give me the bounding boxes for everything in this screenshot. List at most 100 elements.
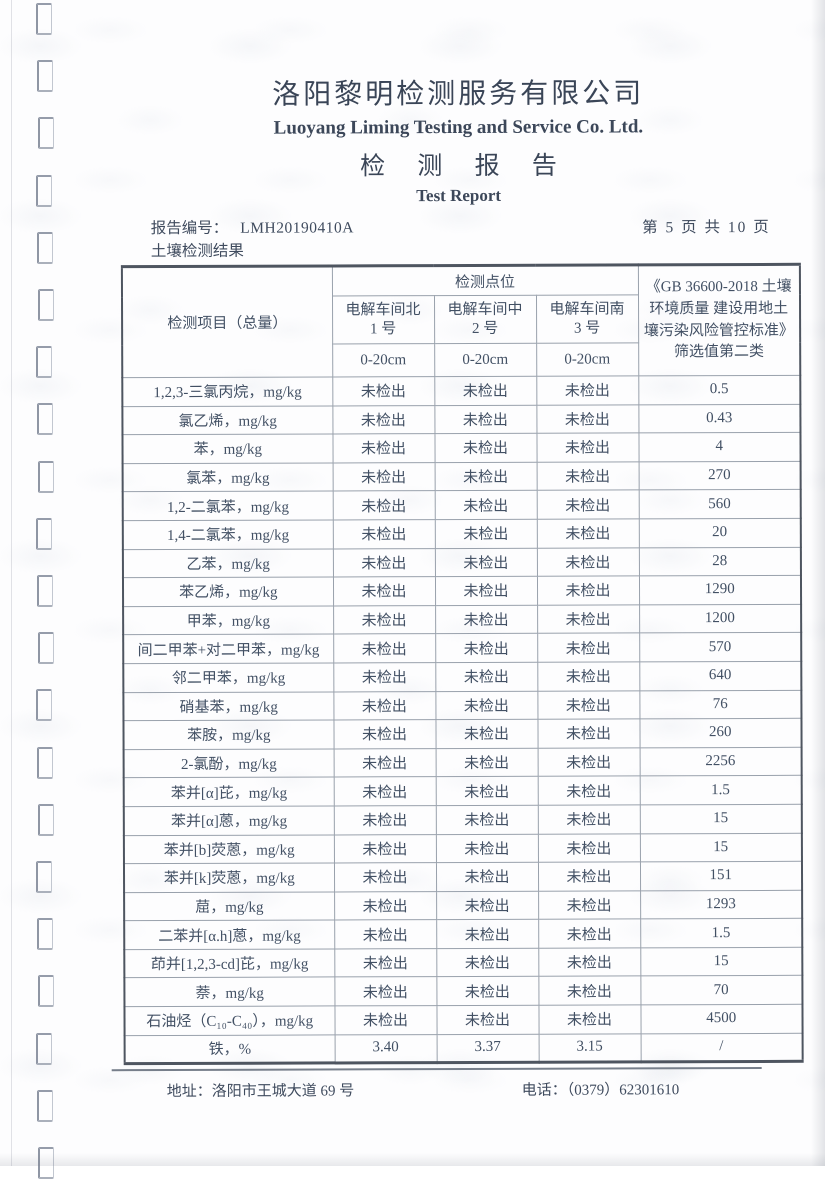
binding-hole (37, 575, 53, 607)
table-row: 苯并[b]荧蒽，mg/kg 未检出 未检出 未检出 15 (123, 832, 802, 864)
item-column-header: 检测项目（总量） (121, 265, 333, 378)
limit-cell: 570 (639, 632, 802, 662)
footer: 地址：洛阳市王城大道 69 号 电话：（0379）62301610 (112, 1069, 812, 1104)
limit-cell: 4 (638, 432, 801, 462)
point-no: 3 号 (573, 320, 601, 337)
result-cell: 未检出 (332, 548, 435, 578)
analyte-name: 苯乙烯，mg/kg (122, 577, 334, 607)
limit-cell: 151 (639, 861, 803, 891)
analyte-name: 氯乙烯，mg/kg (122, 405, 333, 435)
result-cell: 3.40 (334, 1034, 437, 1064)
table-row: 苯，mg/kg 未检出 未检出 未检出 4 (122, 432, 801, 464)
table-row: 苯胺，mg/kg 未检出 未检出 未检出 260 (123, 718, 802, 750)
limit-cell: 4500 (640, 1004, 803, 1034)
page-number: 第 5 页 共 10 页 (642, 218, 771, 237)
limit-cell: 2256 (639, 747, 802, 777)
result-cell: 未检出 (334, 891, 437, 921)
table-row: 苯并[k]荧蒽，mg/kg 未检出 未检出 未检出 151 (123, 861, 803, 893)
limit-cell: 1290 (638, 575, 802, 605)
result-cell: 未检出 (435, 747, 538, 777)
page-edge-right (811, 0, 825, 1166)
limit-cell: 20 (638, 518, 801, 548)
result-cell: 未检出 (536, 433, 639, 463)
result-cell: 未检出 (435, 805, 538, 835)
result-cell: 未检出 (333, 605, 436, 635)
binding-hole (37, 403, 53, 436)
table-row: 氯苯，mg/kg 未检出 未检出 未检出 270 (122, 461, 801, 493)
result-cell: 未检出 (537, 633, 640, 663)
result-cell: 未检出 (434, 490, 537, 520)
limit-cell: 28 (638, 546, 801, 577)
result-cell: 未检出 (434, 433, 537, 463)
limit-cell: 260 (639, 718, 802, 748)
result-cell: 未检出 (332, 433, 435, 463)
table-row: 1,2-二氯苯，mg/kg 未检出 未检出 未检出 560 (122, 489, 801, 521)
point-column-header: 电解车间中 2 号 (433, 295, 537, 344)
binding-hole (38, 289, 54, 321)
result-cell: 未检出 (537, 690, 640, 720)
result-cell: 未检出 (334, 948, 437, 978)
point-column-header: 电解车间北 1 号 (331, 295, 435, 344)
analyte-name: 间二甲苯+对二甲苯，mg/kg (123, 634, 334, 664)
table-row: 铁，% 3.40 3.37 3.15/ (124, 1032, 803, 1064)
analyte-name: 铁，% (124, 1034, 335, 1064)
limit-cell: 1293 (640, 889, 803, 920)
phone-label: 电话： (521, 1082, 567, 1099)
phone: 电话：（0379）62301610 (522, 1078, 680, 1100)
depth-cell: 0-20cm (434, 343, 537, 377)
analyte-name: 1,4-二氯苯，mg/kg (122, 519, 333, 550)
result-cell: 未检出 (332, 490, 435, 520)
result-cell: 3.15 (538, 1033, 641, 1063)
limit-cell: 640 (639, 661, 802, 691)
point-name: 电解车间南 (549, 301, 625, 318)
result-cell: 未检出 (333, 662, 436, 692)
document-content: 洛阳黎明检测服务有限公司 Luoyang Liming Testing and … (108, 0, 812, 1167)
binding-hole (36, 3, 52, 35)
binding-hole (36, 861, 52, 893)
analyte-name: 苯并[α]芘，mg/kg (123, 777, 334, 807)
depth-cell: 0-20cm (332, 343, 435, 377)
result-cell: 未检出 (436, 948, 539, 978)
phone-value: （0379）62301610 (566, 1082, 680, 1099)
depth-cell: 0-20cm (536, 342, 639, 377)
result-cell: 未检出 (537, 604, 640, 634)
table-row: 1,2,3-三氯丙烷，mg/kg 未检出 未检出 未检出 0.5 (122, 375, 801, 407)
result-cell: 未检出 (536, 375, 639, 405)
binding-hole (38, 117, 54, 150)
address: 地址：洛阳市王城大道 69 号 (167, 1079, 355, 1101)
report-title-cn: 检 测 报 告 (360, 152, 570, 181)
table-row: 䓛，mg/kg 未检出 未检出 未检出 1293 (124, 889, 803, 921)
result-cell: 未检出 (538, 976, 641, 1006)
result-cell: 未检出 (333, 633, 436, 663)
result-cell: 未检出 (536, 404, 639, 434)
section-title: 土壤检测结果 (150, 242, 244, 261)
result-cell: 未检出 (332, 576, 436, 606)
limit-cell: 76 (639, 689, 802, 719)
table-row: 苯并[α]蒽，mg/kg 未检出 未检出 未检出 15 (123, 804, 802, 836)
analyte-name: 䓛，mg/kg (124, 891, 335, 921)
binding-hole (36, 517, 52, 550)
analyte-name: 2-氯酚，mg/kg (123, 748, 334, 778)
result-cell: 未检出 (436, 890, 539, 920)
binding-hole (37, 1089, 53, 1122)
company-name-en: Luoyang Liming Testing and Service Co. L… (273, 116, 644, 139)
result-cell: 未检出 (333, 834, 436, 864)
binding-hole (37, 60, 53, 93)
result-cell: 未检出 (435, 690, 538, 720)
result-cell: 未检出 (436, 976, 539, 1006)
result-cell: 未检出 (536, 518, 639, 548)
result-cell: 未检出 (434, 404, 537, 434)
result-cell: 未检出 (434, 576, 538, 606)
limit-cell: 1.5 (640, 918, 803, 948)
result-cell: 未检出 (436, 1005, 539, 1035)
table-row: 2-氯酚，mg/kg 未检出 未检出 未检出 2256 (123, 747, 802, 778)
analyte-name: 茚并[1,2,3-cd]芘，mg/kg (124, 948, 335, 979)
result-cell: 未检出 (333, 805, 436, 835)
point-column-header: 电解车间南 3 号 (535, 294, 639, 344)
table-row: 石油烃（C₁₀-C₄₀），mg/kg 未检出 未检出 未检出 4500 (124, 1004, 803, 1036)
standard-column-header: 《GB 36600-2018 土壤环境质量 建设用地土壤污染风险管控标准》筛选值… (637, 264, 801, 376)
result-cell: 未检出 (332, 462, 435, 492)
result-cell: 未检出 (537, 833, 640, 863)
limit-cell: 1.5 (639, 775, 802, 805)
